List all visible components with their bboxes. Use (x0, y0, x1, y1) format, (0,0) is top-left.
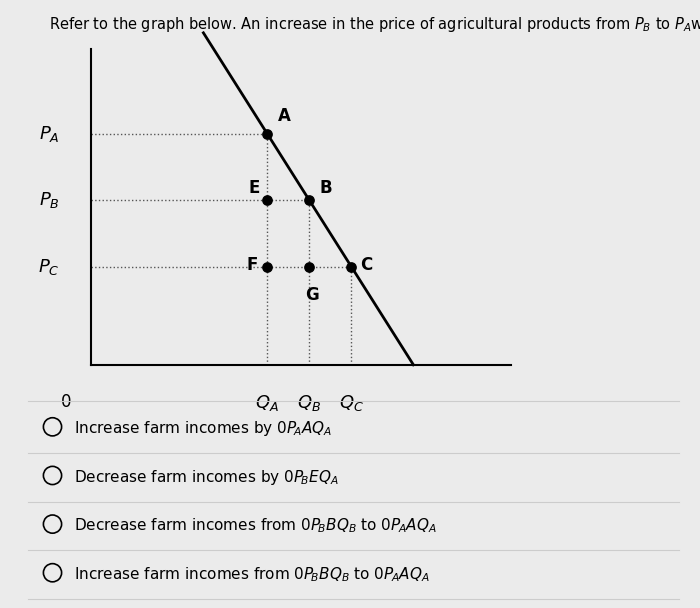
Point (262, 129, 273, 139)
Point (346, 262, 357, 272)
Text: $P_B$: $P_B$ (38, 190, 60, 210)
Text: $Q_B$: $Q_B$ (298, 393, 321, 413)
Text: $Q_C$: $Q_C$ (339, 393, 364, 413)
Text: $Q_A$: $Q_A$ (256, 393, 279, 413)
Text: A: A (278, 106, 290, 125)
Text: B: B (320, 179, 332, 197)
Point (262, 262, 273, 272)
Text: $P_A$: $P_A$ (38, 124, 60, 144)
Text: Decrease farm incomes by $0P_{\!B}EQ_A$: Decrease farm incomes by $0P_{\!B}EQ_A$ (74, 468, 338, 487)
Text: 0: 0 (60, 393, 71, 411)
Text: F: F (246, 256, 258, 274)
Text: $P_C$: $P_C$ (38, 257, 60, 277)
Point (304, 262, 315, 272)
Text: Increase farm incomes by $0P_{\!A}AQ_A$: Increase farm incomes by $0P_{\!A}AQ_A$ (74, 419, 332, 438)
Text: Decrease farm incomes from $0P_{\!B}BQ_B$ to $0P_{\!A}AQ_A$: Decrease farm incomes from $0P_{\!B}BQ_B… (74, 517, 436, 535)
Text: G: G (305, 286, 319, 304)
Point (262, 196, 273, 206)
Text: Increase farm incomes from $0P_{\!B}BQ_B$ to $0P_{\!A}AQ_A$: Increase farm incomes from $0P_{\!B}BQ_B… (74, 565, 429, 584)
Text: E: E (248, 179, 260, 197)
Point (304, 196, 315, 206)
Text: C: C (360, 256, 372, 274)
Text: Refer to the graph below. An increase in the price of agricultural products from: Refer to the graph below. An increase in… (49, 15, 700, 34)
